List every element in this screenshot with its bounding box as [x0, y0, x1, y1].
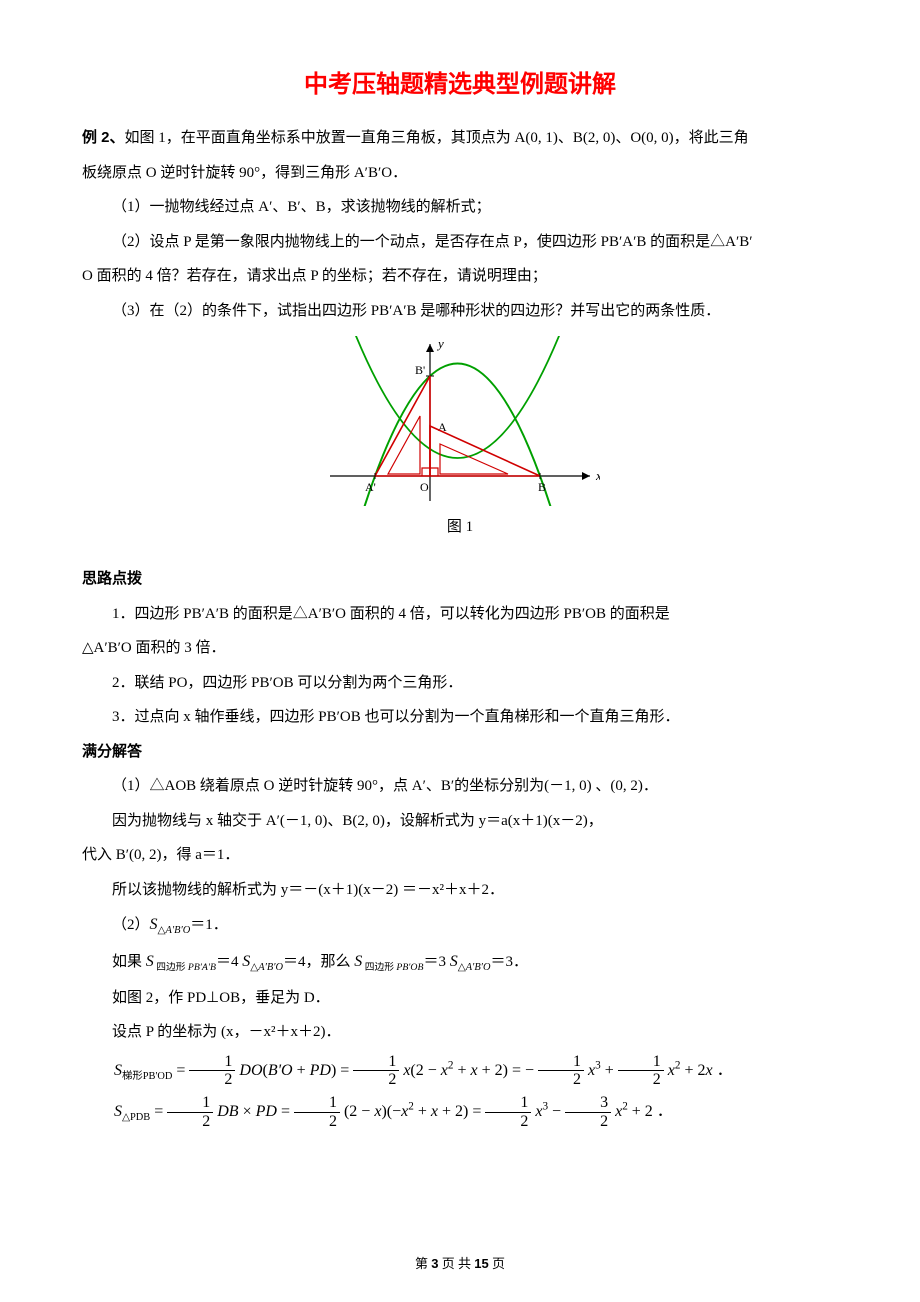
svg-text:A': A': [365, 480, 376, 494]
sol-4: 所以该抛物线的解析式为 y＝－(x＋1)(x－2) ＝－x²＋x＋2．: [82, 873, 838, 908]
hint-1b: △A′B′O 面积的 3 倍．: [82, 631, 838, 666]
svg-text:y: y: [436, 336, 444, 351]
footer-total: 15: [474, 1256, 488, 1271]
footer-suffix: 页: [489, 1256, 505, 1271]
sol-8: 设点 P 的坐标为 (x，－x²＋x＋2)．: [82, 1015, 838, 1050]
heading-solution: 满分解答: [82, 735, 838, 770]
sol-5: （2）S△A′B′O＝1．: [82, 907, 838, 944]
sol-3: 代入 B′(0, 2)，得 a＝1．: [82, 838, 838, 873]
hint-2: 2．联结 PO，四边形 PB′OB 可以分割为两个三角形．: [82, 666, 838, 701]
intro-text-2: 板绕原点 O 逆时针旋转 90°，得到三角形 A′B′O．: [82, 156, 838, 191]
question-1: （1）一抛物线经过点 A′、B′、B，求该抛物线的解析式；: [82, 190, 838, 225]
footer-prefix: 第: [415, 1256, 431, 1271]
svg-text:x: x: [595, 468, 600, 483]
svg-text:O: O: [420, 480, 429, 494]
figure-caption: 图 1: [82, 515, 838, 536]
hint-3: 3．过点向 x 轴作垂线，四边形 PB′OB 也可以分割为一个直角梯形和一个直角…: [82, 700, 838, 735]
question-3: （3）在（2）的条件下，试指出四边形 PB′A′B 是哪种形状的四边形？并写出它…: [82, 294, 838, 329]
example-label: 例 2、: [82, 129, 125, 146]
footer-mid: 页 共: [439, 1256, 475, 1271]
intro-text-1: 如图 1，在平面直角坐标系中放置一直角三角板，其顶点为 A(0, 1)、B(2,…: [125, 130, 749, 146]
hint-1a: 1．四边形 PB′A′B 的面积是△A′B′O 面积的 4 倍，可以转化为四边形…: [82, 597, 838, 632]
sol-2: 因为抛物线与 x 轴交于 A′(－1, 0)、B(2, 0)，设解析式为 y＝a…: [82, 804, 838, 839]
question-2a: （2）设点 P 是第一象限内抛物线上的一个动点，是否存在点 P，使四边形 PB′…: [82, 225, 838, 260]
page-title: 中考压轴题精选典型例题讲解: [82, 64, 838, 99]
equation-1: S梯形PB'OD = 12 DO(B'O + PD) = 12 x(2 − x2…: [82, 1050, 838, 1092]
sol-1: （1）△AOB 绕着原点 O 逆时针旋转 90°，点 A′、B′的坐标分别为(－…: [82, 769, 838, 804]
sol-6: 如果 S 四边形 PB′A′B＝4 S△A′B′O＝4，那么 S 四边形 PB′…: [82, 944, 838, 981]
eq2-sub: △PDB: [122, 1112, 150, 1123]
problem-intro: 例 2、如图 1，在平面直角坐标系中放置一直角三角板，其顶点为 A(0, 1)、…: [82, 121, 838, 156]
equation-2: S△PDB = 12 DB × PD = 12 (2 − x)(−x2 + x …: [82, 1091, 838, 1133]
eq1-sub: 梯形PB'OD: [122, 1071, 172, 1082]
question-2b: O 面积的 4 倍？若存在，请求出点 P 的坐标；若不存在，请说明理由；: [82, 259, 838, 294]
page-footer: 第 3 页 共 15 页: [0, 1253, 920, 1272]
figure-1: x y: [82, 336, 838, 536]
sol-7: 如图 2，作 PD⊥OB，垂足为 D．: [82, 981, 838, 1016]
svg-text:B': B': [415, 363, 425, 377]
svg-text:B: B: [538, 480, 546, 494]
sol-5-prefix: （2）: [112, 917, 150, 933]
figure-svg: x y: [320, 336, 600, 506]
footer-current: 3: [431, 1256, 438, 1271]
heading-hint: 思路点拨: [82, 562, 838, 597]
